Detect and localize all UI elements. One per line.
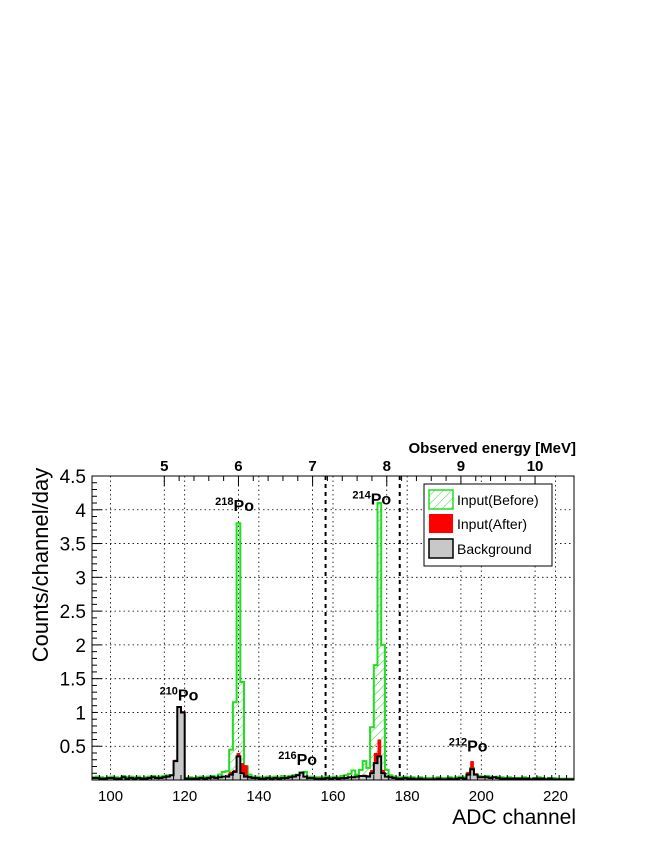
peak-label-isotope: 216 xyxy=(278,750,296,762)
top-tick-label: 9 xyxy=(457,458,465,475)
y-tick-label: 0.5 xyxy=(60,737,86,758)
series-input-before xyxy=(92,502,574,780)
y-tick-label: 2.5 xyxy=(60,602,86,623)
energy-marker-lines xyxy=(324,476,401,780)
x-tick-label: 220 xyxy=(543,788,568,805)
series-background-outline xyxy=(92,706,574,780)
x-tick-label: 200 xyxy=(469,788,494,805)
peak-label-element: Po xyxy=(371,491,392,508)
legend-label-input-before: Input(Before) xyxy=(457,492,539,508)
peak-label-isotope: 210 xyxy=(160,685,178,697)
top-tick-label: 5 xyxy=(160,458,168,475)
peak-label: 210Po xyxy=(160,685,199,704)
x-tick-label: 140 xyxy=(246,788,271,805)
y-tick-label: 1 xyxy=(75,703,86,724)
axes: 100 120 140 160 180 200 220 0.5 1 1.5 2 2.5 3 3.5 4 4.5… xyxy=(60,458,575,805)
peak-label: 212Po xyxy=(449,737,488,756)
peak-label-isotope: 212 xyxy=(449,737,467,749)
x-tick-label: 160 xyxy=(320,788,345,805)
peak-label: 216Po xyxy=(278,750,317,769)
top-tick-label: 7 xyxy=(308,458,316,475)
peak-label-isotope: 214 xyxy=(352,489,371,501)
legend-swatch-input-before xyxy=(428,489,454,510)
legend-label-input-after: Input(After) xyxy=(457,516,527,532)
y-tick-label: 4 xyxy=(75,501,86,522)
peak-label: 214Po xyxy=(352,489,391,508)
x-axis-label: ADC channel xyxy=(452,806,576,829)
y-tick-label: 2 xyxy=(75,636,86,657)
x-tick-label: 100 xyxy=(98,788,123,805)
y-tick-label: 3 xyxy=(75,568,86,589)
top-tick-label: 6 xyxy=(234,458,242,475)
peak-label-element: Po xyxy=(467,739,488,756)
top-axis-label: Observed energy [MeV] xyxy=(408,440,576,457)
peak-label: 218Po xyxy=(215,496,254,515)
top-tick-label: 8 xyxy=(383,458,391,475)
x-tick-label: 180 xyxy=(395,788,420,805)
top-tick-label: 10 xyxy=(527,458,544,475)
peak-label-element: Po xyxy=(297,752,318,769)
y-tick-label: 3.5 xyxy=(60,535,86,556)
y-axis-label: Counts/channel/day xyxy=(28,468,53,662)
y-tick-label: 1.5 xyxy=(60,670,86,691)
x-tick-label: 120 xyxy=(172,788,197,805)
legend-swatch-background xyxy=(428,538,454,559)
peak-label-element: Po xyxy=(234,498,255,515)
peak-label-element: Po xyxy=(178,687,199,704)
peak-label-isotope: 218 xyxy=(215,496,233,508)
plot-frame xyxy=(91,475,575,781)
series-layer xyxy=(92,502,574,780)
y-tick-label: 4.5 xyxy=(60,467,86,488)
legend: Input(Before) Input(After) Background xyxy=(423,483,553,567)
legend-swatch-input-after xyxy=(429,514,453,533)
legend-label-background: Background xyxy=(457,541,532,557)
